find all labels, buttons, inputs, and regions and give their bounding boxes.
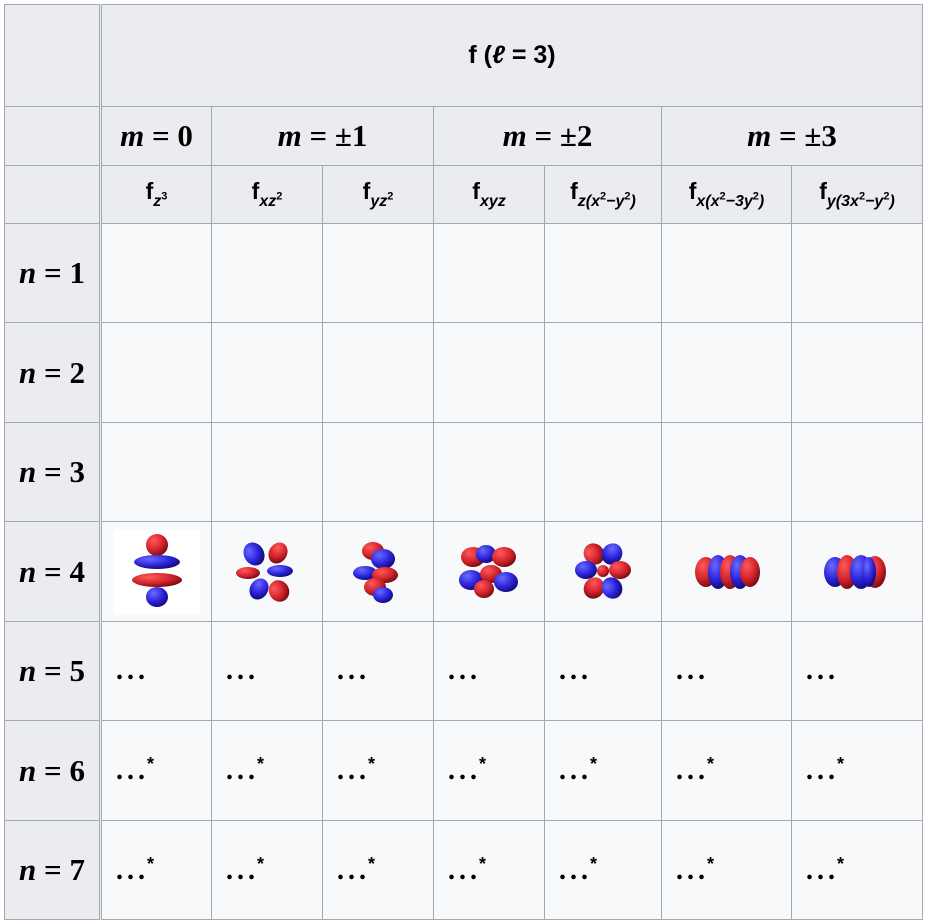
fzx2y2-lobes-icon — [575, 542, 631, 599]
fz3-lobes-icon — [131, 533, 182, 607]
corner-cell — [4, 4, 102, 107]
empty-cell — [661, 322, 792, 423]
row-label-n7: n = 7 — [4, 820, 102, 920]
fxz2-lobes-icon — [236, 541, 293, 602]
empty-cell — [791, 223, 923, 323]
row-label-n2: n = 2 — [4, 322, 102, 423]
orbital-cell-fxx23y2 — [661, 521, 792, 622]
ellipsis-star-cell: ...* — [661, 820, 792, 920]
empty-cell — [322, 223, 434, 323]
row-label-n6: n = 6 — [4, 720, 102, 821]
orbital-label-fzx2y2: fz(x2−y2) — [544, 165, 662, 224]
empty-cell — [544, 422, 662, 522]
ellipsis-star-cell: ...* — [322, 820, 434, 920]
ellipsis-star-cell: ...* — [791, 820, 923, 920]
ellipsis-star-cell: ...* — [211, 820, 323, 920]
empty-cell — [211, 422, 323, 522]
orbital-cell-fz3 — [100, 521, 212, 622]
empty-cell — [322, 422, 434, 522]
orbital-table: f (ℓ = 3) m = 0 m = ±1 m = ±2 m = ±3 fz3… — [4, 4, 923, 920]
ellipsis-star-cell: ...* — [661, 720, 792, 821]
empty-cell — [661, 422, 792, 522]
empty-cell — [544, 322, 662, 423]
fyz2-lobes-icon — [353, 541, 398, 603]
orbital-label-fyz2: fyz2 — [322, 165, 434, 224]
ellipsis-cell: ... — [433, 621, 545, 721]
orbital-cell-fxz2 — [211, 521, 323, 622]
empty-cell — [100, 223, 212, 323]
row-label-n1: n = 1 — [4, 223, 102, 323]
ellipsis-star-cell: ...* — [322, 720, 434, 821]
table-title: f (ℓ = 3) — [100, 4, 923, 107]
orbital-label-fxz2: fxz2 — [211, 165, 323, 224]
ellipsis-cell: ... — [211, 621, 323, 721]
ellipsis-star-cell: ...* — [433, 720, 545, 821]
empty-cell — [322, 322, 434, 423]
orbital-label-fxx23y2: fx(x2−3y2) — [661, 165, 792, 224]
ellipsis-cell: ... — [100, 621, 212, 721]
ellipsis-cell: ... — [544, 621, 662, 721]
empty-cell — [211, 322, 323, 423]
orbital-label-fxyz: fxyz — [433, 165, 545, 224]
empty-cell — [791, 322, 923, 423]
ellipsis-cell: ... — [322, 621, 434, 721]
ellipsis-cell: ... — [791, 621, 923, 721]
orbital-cell-fy3x2y2 — [791, 521, 923, 622]
empty-cell — [211, 223, 323, 323]
ellipsis-star-cell: ...* — [100, 720, 212, 821]
corner-cell — [4, 165, 102, 224]
orbital-cell-fxyz — [433, 521, 545, 622]
empty-cell — [433, 422, 545, 522]
m-group-3: m = ±3 — [661, 106, 923, 166]
ellipsis-star-cell: ...* — [433, 820, 545, 920]
empty-cell — [544, 223, 662, 323]
ellipsis-star-cell: ...* — [544, 820, 662, 920]
ellipsis-star-cell: ...* — [544, 720, 662, 821]
empty-cell — [433, 322, 545, 423]
m-group-2: m = ±2 — [433, 106, 662, 166]
ellipsis-cell: ... — [661, 621, 792, 721]
fy3x2y2-lobes-icon — [824, 554, 886, 589]
orbital-label-fz3: fz3 — [100, 165, 212, 224]
fxyz-lobes-icon — [459, 544, 518, 598]
empty-cell — [661, 223, 792, 323]
fxx23y2-lobes-icon — [694, 554, 760, 589]
row-label-n4: n = 4 — [4, 521, 102, 622]
orbital-label-fy3x2y2: fy(3x2−y2) — [791, 165, 923, 224]
row-label-n3: n = 3 — [4, 422, 102, 522]
m-group-1: m = ±1 — [211, 106, 434, 166]
orbital-cell-fzx2y2 — [544, 521, 662, 622]
ellipsis-star-cell: ...* — [211, 720, 323, 821]
m-group-0: m = 0 — [100, 106, 212, 166]
empty-cell — [791, 422, 923, 522]
empty-cell — [100, 322, 212, 423]
orbital-cell-fyz2 — [322, 521, 434, 622]
empty-cell — [433, 223, 545, 323]
empty-cell — [100, 422, 212, 522]
row-label-n5: n = 5 — [4, 621, 102, 721]
ellipsis-star-cell: ...* — [100, 820, 212, 920]
corner-cell — [4, 106, 102, 166]
ellipsis-star-cell: ...* — [791, 720, 923, 821]
